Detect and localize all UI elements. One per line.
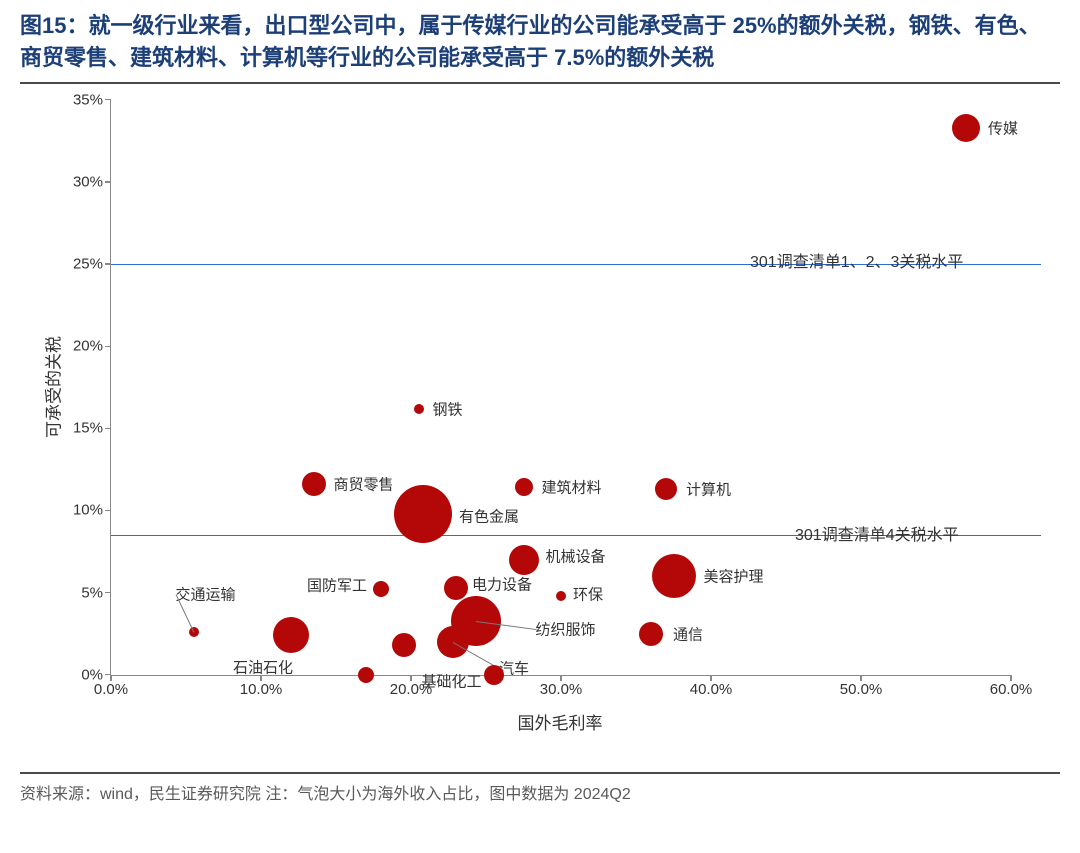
y-tick-label: 20% [73,338,111,355]
bubble [515,478,533,496]
reference-line-label: 301调查清单4关税水平 [795,521,959,545]
bubble [484,665,504,685]
x-tick-label: 40.0% [690,675,733,698]
bubble-label: 传媒 [988,117,1018,138]
bubble-label: 计算机 [686,479,731,500]
bubble [639,622,663,646]
source-note: 资料来源：wind，民生证券研究院 注：气泡大小为海外收入占比，图中数据为 20… [0,780,1080,814]
bubble-label: 通信 [673,623,703,644]
x-tick-label: 10.0% [240,675,283,698]
bubble [302,472,326,496]
bubble-label: 钢铁 [433,398,463,419]
x-tick-label: 50.0% [840,675,883,698]
x-tick-label: 30.0% [540,675,583,698]
y-tick-label: 30% [73,173,111,190]
bubble-label: 纺织服饰 [536,618,596,639]
bubble [509,545,539,575]
bubble [652,554,696,598]
footer-rule [20,772,1060,774]
y-tick-label: 10% [73,502,111,519]
bubble [444,576,468,600]
bubble-label: 汽车 [499,657,529,678]
bubble [414,404,424,414]
x-tick-label: 60.0% [990,675,1033,698]
bubble [273,617,309,653]
bubble-label: 基础化工 [422,671,482,692]
bubble-label: 国防军工 [307,575,367,596]
reference-line-label: 301调查清单1、2、3关税水平 [750,248,963,272]
y-tick-label: 5% [81,584,111,601]
bubble-label: 交通运输 [176,584,236,605]
x-tick-label: 0.0% [94,675,128,698]
bubble [952,114,980,142]
bubble-label: 机械设备 [546,545,606,566]
bubble-label: 建筑材料 [542,477,602,498]
bubble-label: 商贸零售 [334,474,394,495]
bubble-chart: 0%5%10%15%20%25%30%35%0.0%10.0%20.0%30.0… [20,90,1060,770]
bubble-label: 有色金属 [459,505,519,526]
plot-area: 0%5%10%15%20%25%30%35%0.0%10.0%20.0%30.0… [110,100,1011,676]
bubble-label: 环保 [573,583,603,604]
figure-title: 图15：就一级行业来看，出口型公司中，属于传媒行业的公司能承受高于 25%的额外… [0,0,1080,82]
y-tick-label: 15% [73,420,111,437]
bubble [394,485,452,543]
y-tick-label: 35% [73,91,111,108]
bubble [392,633,416,657]
bubble [556,591,566,601]
y-axis-title: 可承受的关税 [40,336,65,438]
bubble-label: 美容护理 [704,566,764,587]
title-underline [20,82,1060,84]
bubble-label: 石油石化 [233,657,293,678]
y-tick-label: 25% [73,256,111,273]
bubble [655,478,677,500]
bubble [373,581,389,597]
x-axis-title: 国外毛利率 [518,709,603,734]
bubble [358,667,374,683]
bubble-label: 电力设备 [472,573,532,594]
